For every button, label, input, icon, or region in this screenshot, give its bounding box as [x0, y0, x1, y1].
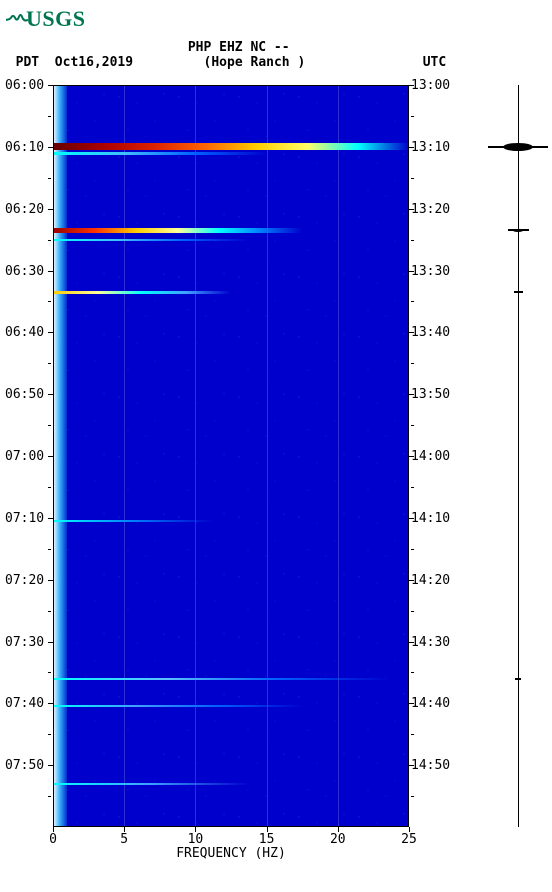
spectrogram-noise	[53, 85, 409, 827]
ytick-left-minor	[48, 178, 51, 179]
xlabel: 5	[120, 832, 128, 847]
ytick-left-minor	[48, 796, 51, 797]
event-band	[53, 783, 249, 785]
xlabel: 20	[330, 832, 346, 847]
ylabel-left: 06:00	[5, 78, 51, 93]
waveform-pulse-body	[503, 143, 533, 151]
ylabel-right: 13:50	[411, 387, 457, 402]
ylabel-left: 06:40	[5, 325, 51, 340]
waveform-pulse-body	[517, 678, 520, 679]
waveform-strip	[488, 85, 548, 827]
ytick-right-minor	[411, 734, 414, 735]
ylabel-right: 13:10	[411, 140, 457, 155]
ytick-left-minor	[48, 240, 51, 241]
ytick-left-minor	[48, 363, 51, 364]
ytick-right-minor	[411, 611, 414, 612]
header-line-2: PDT Oct16,2019 (Hope Ranch ) UTC	[0, 55, 460, 70]
ytick-right-minor	[411, 487, 414, 488]
gridline	[338, 85, 339, 827]
xlabel: 25	[401, 832, 417, 847]
ylabel-left: 06:30	[5, 264, 51, 279]
waveform-pulse-body	[516, 292, 521, 293]
event-band	[53, 678, 391, 680]
chart-header: PHP EHZ NC -- PDT Oct16,2019 (Hope Ranch…	[0, 40, 460, 70]
ytick-left-minor	[48, 487, 51, 488]
gridline	[267, 85, 268, 827]
ytick-left-minor	[48, 116, 51, 117]
ylabel-right: 14:50	[411, 758, 457, 773]
x-axis-title: FREQUENCY (HZ)	[53, 846, 409, 861]
event-band	[53, 291, 231, 294]
usgs-logo-text: USGS	[26, 6, 85, 31]
ylabel-right: 13:20	[411, 202, 457, 217]
ytick-right-minor	[411, 549, 414, 550]
xlabel: 15	[259, 832, 275, 847]
ylabel-left: 07:30	[5, 635, 51, 650]
usgs-wave-icon	[6, 12, 28, 24]
ytick-right-minor	[411, 425, 414, 426]
ylabel-right: 14:40	[411, 696, 457, 711]
ytick-left-minor	[48, 611, 51, 612]
ytick-left-minor	[48, 425, 51, 426]
ylabel-left: 07:20	[5, 573, 51, 588]
event-band	[53, 520, 213, 522]
ylabel-right: 14:30	[411, 635, 457, 650]
header-line-1: PHP EHZ NC --	[0, 40, 460, 55]
gridline	[195, 85, 196, 827]
ytick-right-minor	[411, 116, 414, 117]
xlabel: 10	[188, 832, 204, 847]
ylabel-right: 13:30	[411, 264, 457, 279]
spectrogram-canvas	[53, 85, 409, 827]
event-band	[53, 239, 249, 241]
ylabel-left: 07:40	[5, 696, 51, 711]
ytick-right-minor	[411, 796, 414, 797]
ylabel-right: 13:40	[411, 325, 457, 340]
ylabel-right: 14:10	[411, 511, 457, 526]
ytick-left-minor	[48, 301, 51, 302]
ytick-left-minor	[48, 734, 51, 735]
event-band	[53, 705, 302, 707]
ylabel-left: 06:50	[5, 387, 51, 402]
ytick-right-minor	[411, 301, 414, 302]
ylabel-left: 07:50	[5, 758, 51, 773]
waveform-pulse-body	[513, 229, 524, 232]
ytick-left-minor	[48, 549, 51, 550]
ylabel-left: 07:10	[5, 511, 51, 526]
ytick-left-minor	[48, 672, 51, 673]
ylabel-right: 14:20	[411, 573, 457, 588]
ytick-right-minor	[411, 178, 414, 179]
event-band	[53, 228, 302, 233]
waveform-axis	[518, 85, 519, 827]
event-band	[53, 143, 409, 150]
ytick-right-minor	[411, 672, 414, 673]
xlabel: 0	[49, 832, 57, 847]
ytick-right-minor	[411, 363, 414, 364]
ylabel-left: 06:10	[5, 140, 51, 155]
ylabel-right: 13:00	[411, 78, 457, 93]
gridline	[124, 85, 125, 827]
spectrogram-chart: FREQUENCY (HZ) 06:0013:0006:1013:1006:20…	[53, 85, 409, 827]
ylabel-left: 07:00	[5, 449, 51, 464]
ylabel-right: 14:00	[411, 449, 457, 464]
usgs-logo: USGS	[6, 6, 85, 32]
ylabel-left: 06:20	[5, 202, 51, 217]
ytick-right-minor	[411, 240, 414, 241]
event-band	[53, 152, 267, 155]
